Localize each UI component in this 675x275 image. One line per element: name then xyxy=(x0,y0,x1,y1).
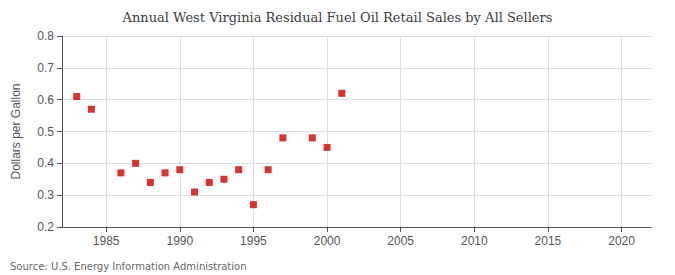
svg-text:1990: 1990 xyxy=(166,234,193,248)
svg-text:2015: 2015 xyxy=(535,234,562,248)
svg-text:2020: 2020 xyxy=(608,234,635,248)
svg-text:1995: 1995 xyxy=(240,234,267,248)
svg-text:Dollars per Gallon: Dollars per Gallon xyxy=(9,83,23,179)
svg-text:0.6: 0.6 xyxy=(37,93,54,107)
svg-text:Source: U.S. Energy Informatio: Source: U.S. Energy Information Administ… xyxy=(10,261,247,272)
svg-text:0.5: 0.5 xyxy=(37,125,54,139)
svg-text:0.3: 0.3 xyxy=(37,188,54,202)
svg-text:2005: 2005 xyxy=(387,234,414,248)
svg-text:0.8: 0.8 xyxy=(37,29,54,43)
svg-text:0.7: 0.7 xyxy=(37,61,54,75)
svg-text:0.2: 0.2 xyxy=(37,220,54,234)
svg-text:0.4: 0.4 xyxy=(37,156,54,170)
svg-text:2010: 2010 xyxy=(461,234,488,248)
svg-text:1985: 1985 xyxy=(93,234,120,248)
svg-text:2000: 2000 xyxy=(314,234,341,248)
svg-text:Annual West Virginia Residual: Annual West Virginia Residual Fuel Oil R… xyxy=(122,10,553,25)
